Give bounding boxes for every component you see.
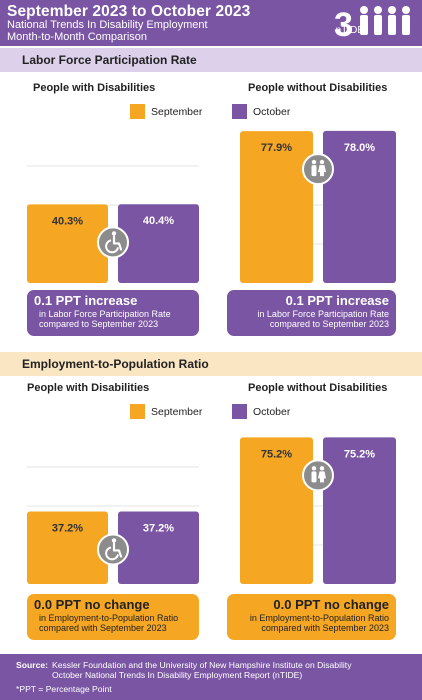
callout-detail-1: in Employment-to-Population Ratio (249, 613, 389, 623)
ntide-logo-icon: 3 (334, 6, 410, 42)
bar-september (240, 437, 313, 584)
bar-value-label: 77.9% (261, 142, 292, 154)
bar-value-label: 78.0% (344, 142, 375, 154)
group-title-without-disabilities: People without Disabilities (248, 82, 388, 94)
callout-epop-with-disabilities: 0.0 PPT no change in Employment-to-Popul… (27, 594, 199, 640)
svg-text:3: 3 (334, 6, 353, 42)
legend-swatch-october (232, 104, 247, 119)
group-title-without-disabilities: People without Disabilities (248, 382, 388, 394)
callout-detail-1: in Labor Force Participation Rate (257, 309, 389, 319)
header-banner: September 2023 to October 2023 National … (0, 0, 422, 46)
section-header-labor-force: Labor Force Participation Rate (0, 48, 422, 72)
page-title: September 2023 to October 2023 (7, 3, 251, 20)
callout-detail-2: compared with September 2023 (39, 623, 167, 633)
subtitle-line-2: Month-to-Month Comparison (7, 30, 148, 43)
legend-swatch-september (130, 104, 145, 119)
people-icon (302, 153, 334, 186)
callout-epop-without-disabilities: 0.0 PPT no change in Employment-to-Popul… (227, 594, 396, 640)
source-label: Source: (16, 660, 48, 670)
callout-lfpr-without-disabilities: 0.1 PPT increase in Labor Force Particip… (227, 290, 396, 336)
bar-value-label: 40.3% (52, 215, 83, 227)
bar-october (118, 204, 199, 283)
callout-detail-1: in Employment-to-Population Ratio (39, 613, 179, 623)
footer: Source: Kessler Foundation and the Unive… (0, 654, 422, 700)
section-header-employment-ratio: Employment-to-Population Ratio (0, 352, 422, 376)
legend-swatch-october (232, 404, 247, 419)
bar-value-label: 40.4% (143, 215, 174, 227)
section-title: Labor Force Participation Rate (22, 53, 197, 67)
bar-october (323, 437, 396, 584)
chart-lfpr-with-disabilities: 40.3% 40.4% (27, 165, 199, 283)
callout-headline: 0.0 PPT no change (273, 597, 389, 612)
chart-lfpr-without-disabilities: 77.9% 78.0% (240, 130, 396, 283)
legend-label-september: September (151, 406, 203, 418)
people-icon (302, 459, 334, 492)
callout-lfpr-with-disabilities: 0.1 PPT increase in Labor Force Particip… (27, 290, 199, 336)
callout-detail-2: compared with September 2023 (261, 623, 389, 633)
callout-headline: 0.1 PPT increase (285, 293, 389, 308)
chart-epop-without-disabilities: 75.2% 75.2% (240, 437, 396, 584)
subtitle-line-1: National Trends In Disability Employment (7, 19, 208, 31)
bar-value-label: 37.2% (52, 522, 83, 534)
bar-september (27, 511, 108, 584)
chart-epop-with-disabilities: 37.2% 37.2% (27, 466, 199, 584)
bar-september (27, 204, 108, 283)
bar-value-label: 37.2% (143, 522, 174, 534)
bar-value-label: 75.2% (261, 448, 292, 460)
ppt-footnote: *PPT = Percentage Point (16, 684, 112, 694)
group-title-with-disabilities: People with Disabilities (33, 82, 156, 94)
bar-value-label: 75.2% (344, 448, 375, 460)
source-line-1: Kessler Foundation and the University of… (52, 660, 352, 670)
legend-swatch-september (130, 404, 145, 419)
wheelchair-icon (97, 533, 129, 566)
page-subtitle: National Trends In Disability Employment… (7, 19, 208, 43)
wheelchair-icon (97, 226, 129, 259)
callout-detail-2: compared to September 2023 (269, 319, 389, 329)
callout-detail-1: in Labor Force Participation Rate (39, 309, 171, 319)
legend-label-october: October (253, 406, 291, 418)
callout-headline: 0.1 PPT increase (34, 293, 138, 308)
group-title-with-disabilities: People with Disabilities (27, 382, 150, 394)
bar-october (323, 130, 396, 283)
callout-headline: 0.0 PPT no change (34, 597, 150, 612)
callout-detail-2: compared to September 2023 (39, 319, 159, 329)
legend-label-october: October (253, 106, 291, 118)
ntide-logo-text: nTIDE (335, 25, 364, 36)
section-title: Employment-to-Population Ratio (22, 357, 209, 371)
bar-september (240, 131, 313, 283)
bar-october (118, 511, 199, 584)
legend-label-september: September (151, 106, 203, 118)
source-line-2: October National Trends In Disability Em… (52, 670, 303, 680)
